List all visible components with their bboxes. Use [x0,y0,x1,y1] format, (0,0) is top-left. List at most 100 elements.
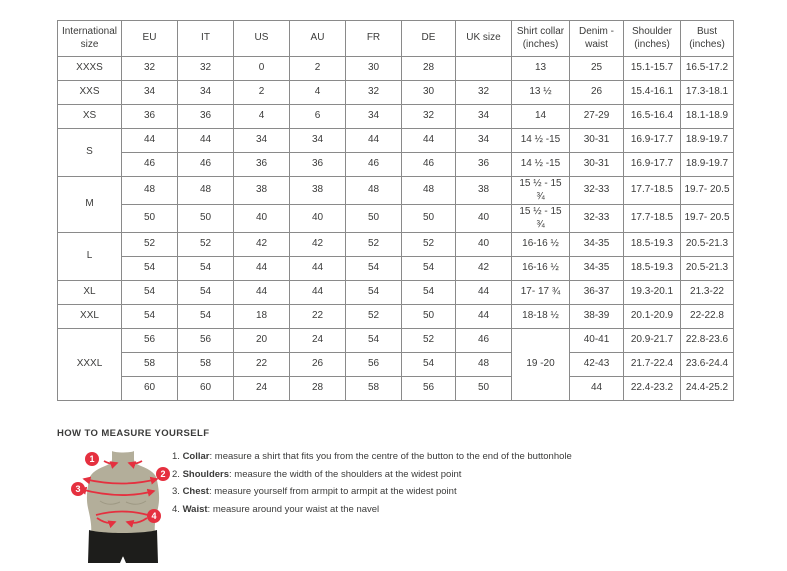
size-label-cell: XL [57,280,122,305]
table-cell: 34 [233,128,290,153]
table-cell: 36 [289,152,346,177]
table-cell: 44 [455,280,512,305]
table-cell: 60 [177,376,234,401]
table-cell: 44 [569,376,624,401]
table-cell: 54 [345,280,402,305]
table-row: 54 54 44 44 54 54 42 16-16 ½ 34-35 18.5-19.3 20.5-… [58,256,734,281]
table-cell: 23.6-24.4 [680,352,734,377]
step-badge-4: 4 [147,509,161,523]
table-cell: 34 [455,104,512,129]
table-cell: 54 [121,304,178,329]
table-row: XXXS 32 32 0 2 30 28 13 25 15.1-15.7 16.5-17.2 [57,56,734,81]
table-cell: 30-31 [569,152,624,177]
table-cell: 21.7-22.4 [623,352,681,377]
table-cell: 56 [401,376,456,401]
table-cell: 52 [401,328,456,353]
table-cell: 46 [177,152,234,177]
column-header: DE [401,20,456,57]
table-row: XL 54 54 44 44 54 54 44 17- 17 ¾ 36-37 19.3-20.1 21… [57,280,734,305]
table-cell: 14 [511,104,570,129]
table-cell: 34 [177,80,234,105]
table-cell: 40 [455,232,512,257]
table-cell: 52 [345,304,402,329]
table-cell: 36 [233,152,290,177]
table-cell: 18-18 ½ [511,304,570,329]
table-cell: 28 [401,56,456,81]
table-cell: 36-37 [569,280,624,305]
column-header: IT [177,20,234,57]
table-cell: 18.9-19.7 [680,128,734,153]
table-cell: 46 [455,328,512,353]
mannequin-illustration: 1 2 3 4 [71,451,170,563]
table-cell: 54 [177,256,234,281]
table-cell: 30 [345,56,402,81]
table-cell: 44 [233,256,290,281]
table-cell: 44 [289,280,346,305]
size-label-cell: XXS [57,80,122,105]
table-row: M 48 48 38 38 48 48 38 15 ½ - 15 ¾ 32-33 17.7-18.5… [57,176,734,233]
table-cell: 36 [177,104,234,129]
measure-steps: 1. Collar: measure a shirt that fits you… [172,451,732,521]
table-cell: 26 [569,80,624,105]
table-cell: 54 [177,280,234,305]
table-cell: 32 [455,80,512,105]
table-cell: 25 [569,56,624,81]
table-cell: 32 [177,56,234,81]
column-header: FR [345,20,402,57]
table-cell: 40 [455,204,512,233]
table-cell: 4 [233,104,290,129]
table-row: S 44 44 34 34 44 44 34 14 ½ -15 30-31 16.9-17.7 18.… [57,128,734,177]
table-cell: 14 ½ -15 [511,152,570,177]
mannequin-figure: 1 2 3 4 [68,449,180,566]
table-cell: 20 [233,328,290,353]
table-header-row: International size EU IT US AU FR DE UK size Shi… [57,20,734,57]
table-cell: 46 [121,152,178,177]
table-cell: 24 [289,328,346,353]
table-cell: 38 [233,176,290,205]
column-header: Denim - waist [569,20,624,57]
table-cell: 2 [233,80,290,105]
table-cell: 34 [455,128,512,153]
table-cell: 52 [345,232,402,257]
table-cell: 34 [121,80,178,105]
table-cell: 15.1-15.7 [623,56,681,81]
table-cell: 38 [455,176,512,205]
table-cell: 44 [455,304,512,329]
step-badge-2: 2 [156,467,170,481]
table-cell: 44 [401,128,456,153]
table-cell: 32 [345,80,402,105]
table-body: XXXS 32 32 0 2 30 28 13 25 15.1-15.7 16.5-17.2 XXS 3… [57,56,734,401]
chest-shading [99,500,147,505]
table-cell: 27-29 [569,104,624,129]
size-label-cell: S [57,128,122,177]
table-row: 60 60 24 28 58 56 50 44 22.4-23.2 24.4-25.2 [58,376,734,401]
table-cell: 16-16 ½ [511,232,570,257]
table-cell: 22.4-23.2 [623,376,681,401]
table-cell: 50 [401,204,456,233]
table-cell: 20.9-21.7 [623,328,681,353]
table-cell: 48 [401,176,456,205]
table-cell: 17.7-18.5 [623,204,681,233]
table-cell: 40 [289,204,346,233]
table-cell: 34 [289,128,346,153]
table-cell: 30 [401,80,456,105]
table-cell: 18.9-19.7 [680,152,734,177]
table-cell: 44 [177,128,234,153]
table-cell: 54 [345,328,402,353]
table-cell: 28 [289,376,346,401]
size-label-cell: M [57,176,122,233]
table-cell: 15 ½ - 15 ¾ [511,176,570,205]
table-cell: 38 [289,176,346,205]
table-cell: 54 [121,280,178,305]
measure-step: 3. Chest: measure yourself from armpit t… [172,486,457,497]
table-cell: 52 [177,232,234,257]
table-cell: 54 [401,256,456,281]
table-cell: 50 [401,304,456,329]
table-cell: 2 [289,56,346,81]
table-cell: 17.7-18.5 [623,176,681,205]
table-cell: 24 [233,376,290,401]
table-cell: 50 [455,376,512,401]
table-cell: 54 [401,352,456,377]
table-cell: 19.3-20.1 [623,280,681,305]
table-cell: 54 [401,280,456,305]
